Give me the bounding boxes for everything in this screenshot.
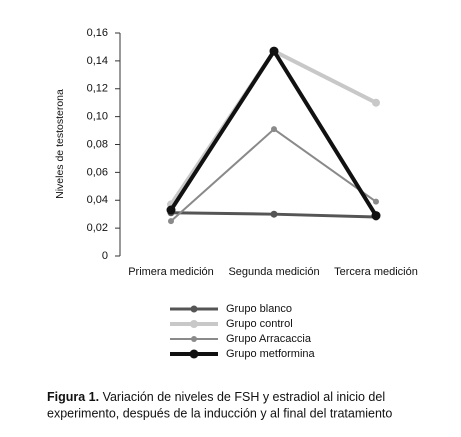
point bbox=[269, 46, 279, 56]
y-axis-label: Niveles de testosterona bbox=[54, 89, 66, 199]
point bbox=[373, 198, 379, 205]
x-tick-label: Segunda medición bbox=[228, 266, 319, 278]
point bbox=[271, 126, 277, 133]
y-tick-label: 0,08 bbox=[87, 138, 108, 150]
legend-label: Grupo metformina bbox=[226, 348, 316, 360]
legend-label: Grupo blanco bbox=[226, 303, 292, 315]
caption: Figura 1. Variación de niveles de FSH y … bbox=[47, 390, 385, 404]
x-tick-label: Tercera medición bbox=[334, 266, 418, 278]
point bbox=[270, 210, 278, 218]
caption-line: Variación de niveles de FSH y estradiol … bbox=[99, 390, 385, 404]
legend-marker bbox=[190, 320, 198, 328]
y-tick-label: 0 bbox=[102, 250, 108, 262]
point bbox=[371, 211, 381, 221]
y-tick-label: 0,04 bbox=[87, 194, 108, 206]
point bbox=[166, 205, 176, 215]
y-tick-label: 0,12 bbox=[87, 83, 108, 95]
y-tick-label: 0,16 bbox=[87, 27, 108, 39]
legend-label: Grupo control bbox=[226, 318, 293, 330]
legend-marker bbox=[189, 349, 199, 359]
y-tick-label: 0,02 bbox=[87, 222, 108, 234]
x-tick-label: Primera medición bbox=[128, 266, 214, 278]
caption-label: Figura 1. bbox=[47, 390, 99, 404]
point bbox=[372, 98, 380, 107]
y-tick-label: 0,14 bbox=[87, 55, 108, 67]
caption-line: experimento, después de la inducción y a… bbox=[47, 406, 392, 420]
series-line bbox=[169, 47, 378, 217]
y-tick-label: 0,06 bbox=[87, 166, 108, 178]
legend-marker bbox=[191, 336, 197, 342]
series-line bbox=[170, 127, 377, 222]
legend-label: Grupo Arracaccia bbox=[226, 333, 312, 345]
point bbox=[168, 218, 174, 225]
legend-marker bbox=[190, 305, 198, 313]
y-tick-label: 0,10 bbox=[87, 111, 108, 123]
